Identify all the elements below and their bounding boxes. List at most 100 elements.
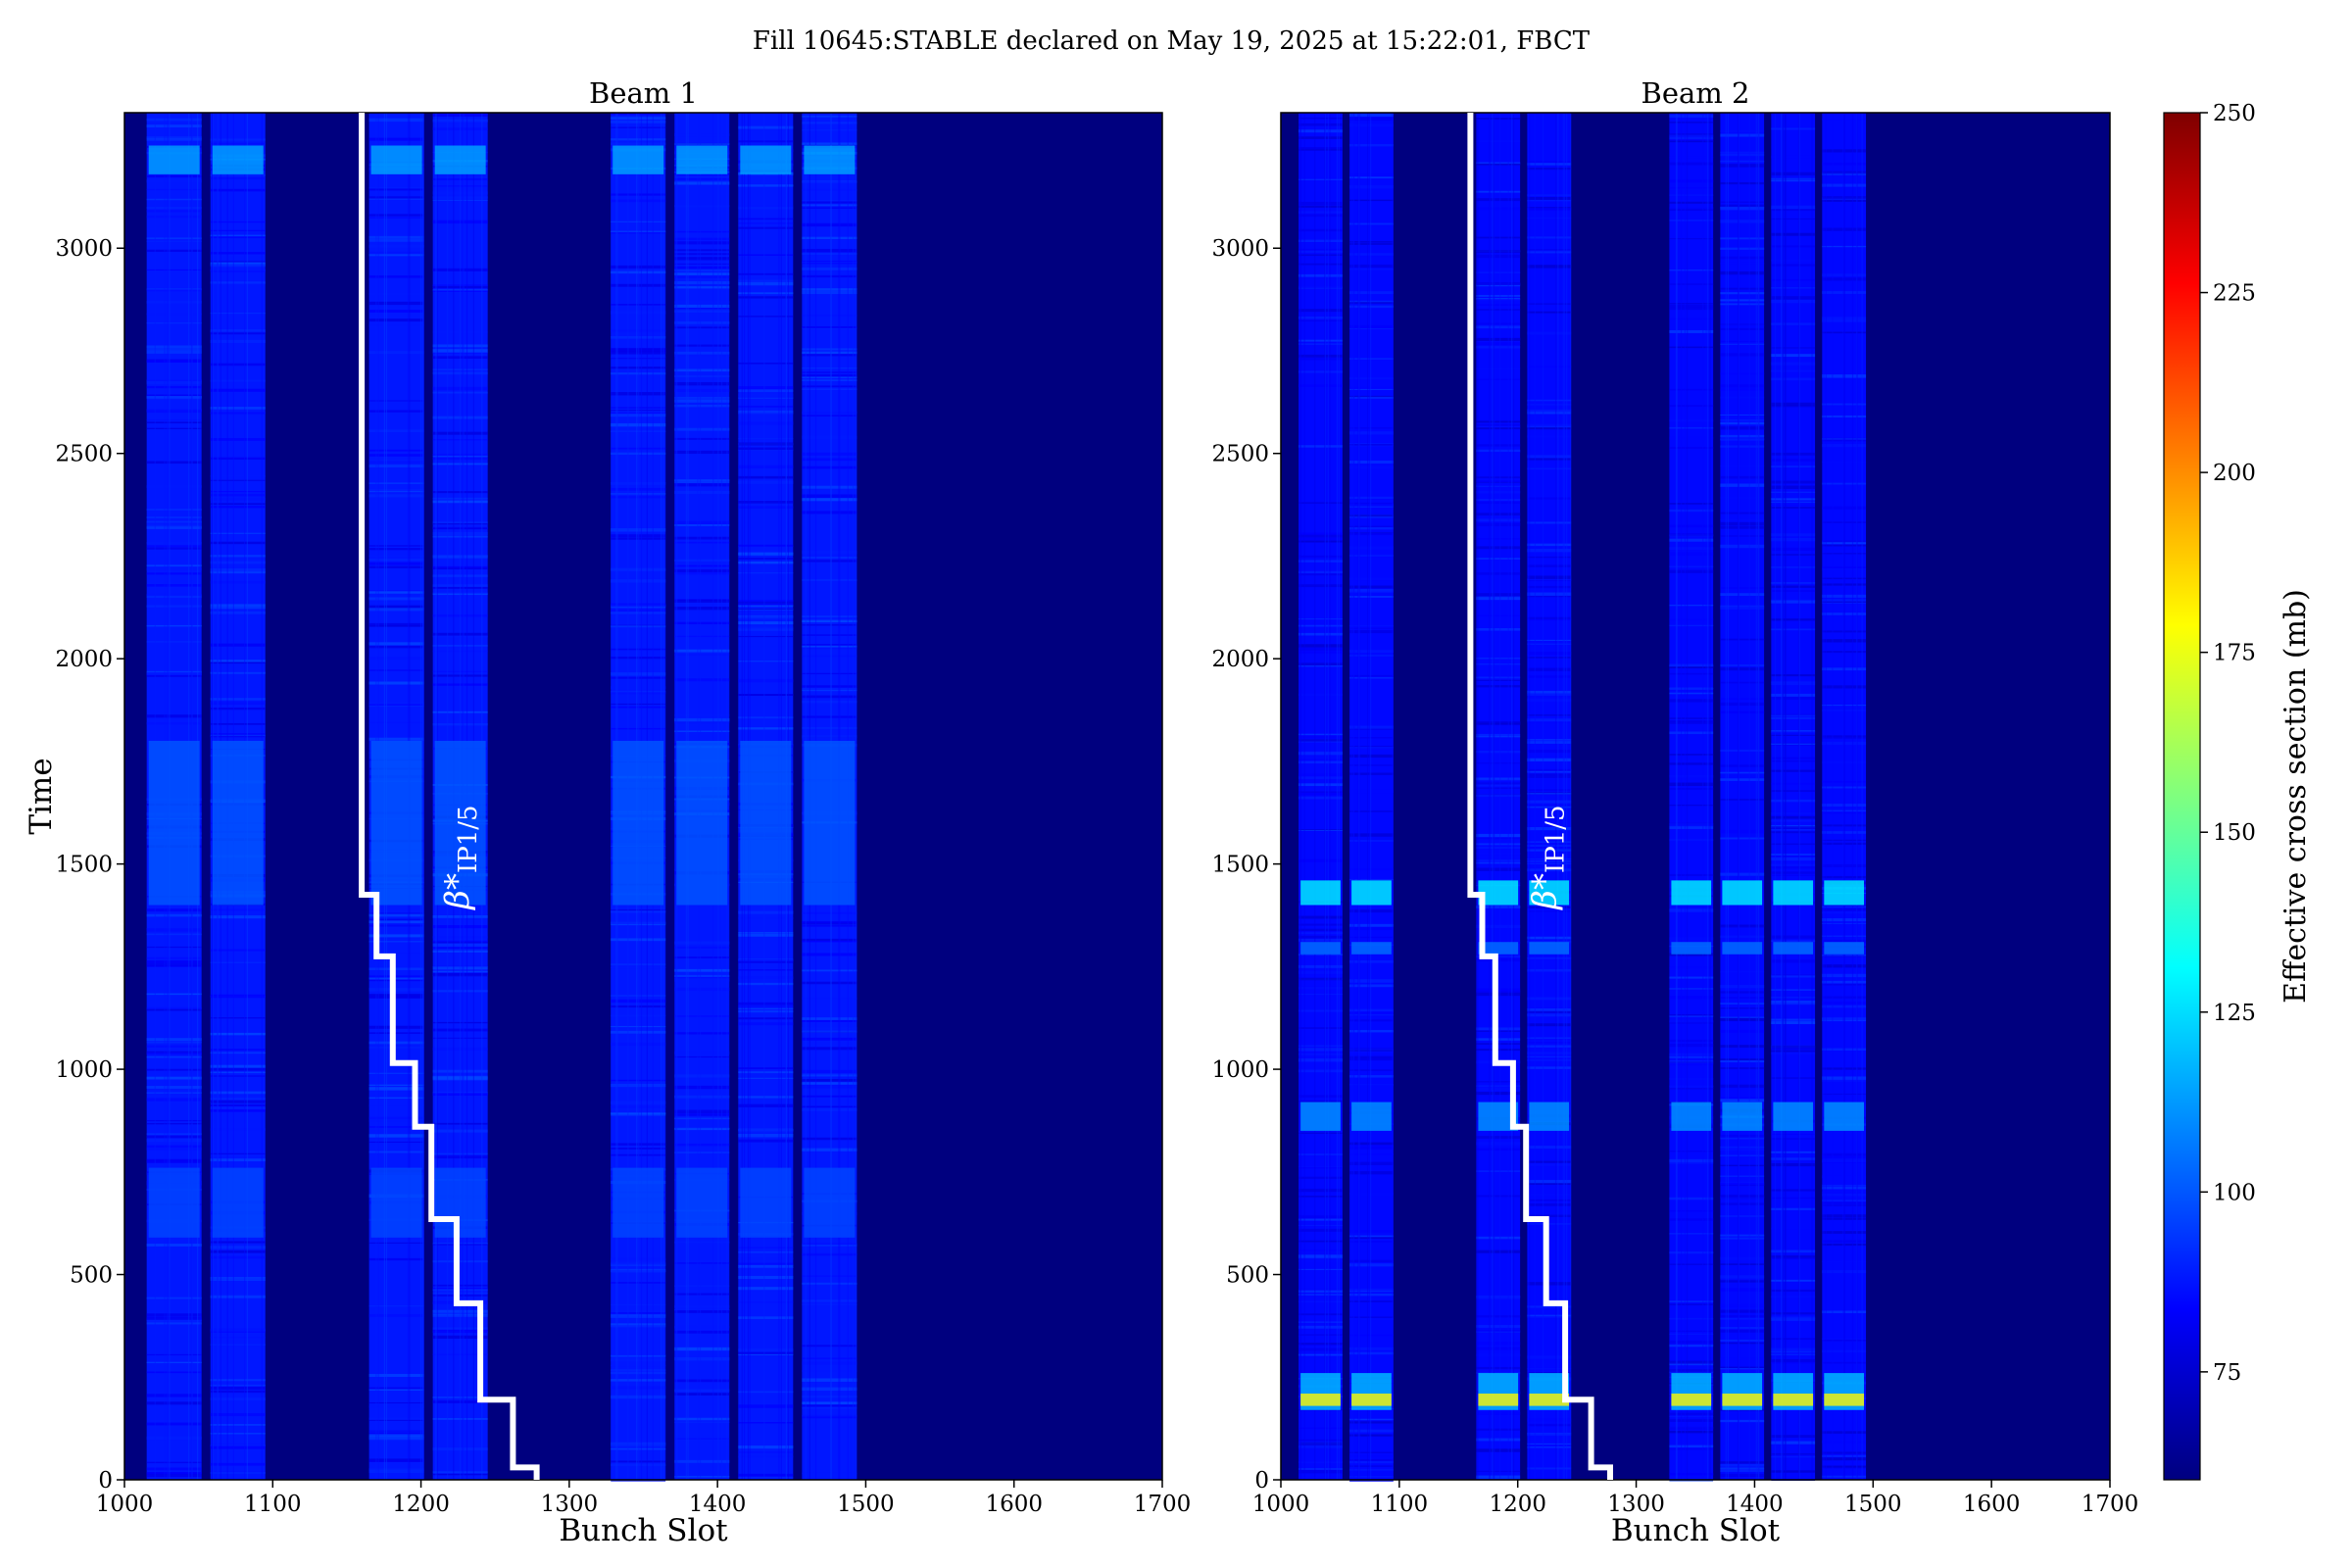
x-tick-label: 1200: [1489, 1492, 1546, 1517]
bright-band: [612, 740, 664, 906]
y-tick-label: 1000: [55, 1057, 113, 1083]
bright-band: [1773, 942, 1814, 955]
bright-band: [1671, 1102, 1712, 1131]
x-tick-label: 1400: [1726, 1492, 1784, 1517]
y-tick-label: 1000: [1211, 1057, 1269, 1083]
axes-frame: [1280, 112, 2111, 1481]
bright-band: [148, 740, 200, 906]
bright-band: [676, 740, 728, 906]
colorbar-gradient: [2163, 112, 2201, 1481]
bright-band: [1824, 1102, 1865, 1131]
colorbar-tick-label: 250: [2213, 101, 2256, 126]
bright-band: [1824, 1394, 1865, 1406]
bright-band: [434, 740, 486, 906]
bright-band: [1351, 880, 1392, 906]
y-tick-label: 1500: [1211, 853, 1269, 878]
x-tick-label: 1700: [1134, 1492, 1192, 1517]
bright-band: [1671, 942, 1712, 955]
bright-band: [1722, 880, 1763, 906]
x-tick-label: 1000: [96, 1492, 154, 1517]
y-tick-label: 500: [1226, 1263, 1269, 1289]
bright-band: [370, 740, 422, 906]
bright-band: [740, 740, 792, 906]
panel-title: Beam 2: [1642, 76, 1750, 110]
bunch-train: [611, 113, 666, 1482]
colorbar-tick-label: 150: [2213, 820, 2256, 846]
bunch-train: [674, 113, 730, 1480]
colorbar-tick-label: 175: [2213, 641, 2256, 666]
bright-band: [1529, 880, 1570, 906]
y-tick-label: 2000: [55, 647, 113, 672]
x-axis-label: Bunch Slot: [1611, 1513, 1781, 1548]
bright-band: [804, 1167, 856, 1238]
y-tick-label: 500: [70, 1263, 113, 1289]
bright-band: [1671, 1394, 1712, 1406]
x-tick-label: 1400: [689, 1492, 747, 1517]
bright-band: [1773, 1102, 1814, 1131]
colorbar-label: Effective cross section (mb): [2278, 589, 2313, 1004]
panel-title: Beam 1: [589, 76, 698, 110]
colorbar-tick-label: 75: [2213, 1360, 2241, 1386]
bunch-train: [432, 113, 488, 1480]
bright-band: [1478, 942, 1519, 955]
bright-band: [1722, 1394, 1763, 1406]
bright-band: [740, 1167, 792, 1238]
bright-band: [148, 1167, 200, 1238]
bunch-train: [368, 113, 424, 1480]
bright-band: [1773, 1394, 1814, 1406]
colorbar-tick-label: 225: [2213, 281, 2256, 307]
bright-band: [1671, 880, 1712, 906]
bunch-train: [1349, 113, 1394, 1482]
bright-band: [804, 145, 856, 174]
x-tick-label: 1700: [2082, 1492, 2139, 1517]
bunch-train: [146, 113, 202, 1480]
bright-band: [1529, 942, 1570, 955]
x-tick-label: 1500: [1844, 1492, 1902, 1517]
bright-band: [1722, 1102, 1763, 1131]
bright-band: [1722, 942, 1763, 955]
x-tick-label: 1500: [837, 1492, 895, 1517]
y-tick-label: 3000: [1211, 236, 1269, 262]
bunch-train: [1822, 113, 1867, 1480]
bunch-train: [738, 113, 794, 1480]
bright-band: [434, 1167, 486, 1238]
x-tick-label: 1100: [244, 1492, 302, 1517]
y-tick-label: 1500: [55, 853, 113, 878]
bright-band: [676, 145, 728, 174]
bunch-train: [1476, 113, 1521, 1480]
y-tick-label: 0: [1254, 1468, 1269, 1494]
bright-band: [804, 740, 856, 906]
bright-band: [1529, 1102, 1570, 1131]
axes-frame: [123, 112, 1163, 1481]
bright-band: [740, 145, 792, 174]
y-tick-label: 0: [98, 1468, 113, 1494]
x-tick-label: 1600: [985, 1492, 1043, 1517]
colorbar-tick-label: 100: [2213, 1180, 2256, 1205]
colorbar: 75 100 125 150 175 200 225 250 Effective cross s…: [2163, 101, 2313, 1481]
bright-band: [676, 1167, 728, 1238]
beta-star-step-line: [1467, 113, 1613, 1480]
bright-band: [1351, 1102, 1392, 1131]
bunch-train: [1527, 113, 1572, 1480]
x-tick-label: 1000: [1252, 1492, 1310, 1517]
x-tick-label: 1300: [1607, 1492, 1665, 1517]
bright-band: [612, 1167, 664, 1238]
bunch-train: [1298, 113, 1343, 1480]
x-tick-label: 1200: [392, 1492, 450, 1517]
colorbar-tick-label: 125: [2213, 1001, 2256, 1026]
bunch-train: [802, 113, 858, 1480]
bunch-train: [1720, 113, 1765, 1480]
colorbar-tick-label: 200: [2213, 461, 2256, 486]
y-tick-label: 2500: [55, 442, 113, 467]
x-tick-label: 1300: [541, 1492, 599, 1517]
bright-band: [434, 145, 486, 174]
beta-star-step-line: [359, 113, 540, 1480]
bright-band: [1300, 880, 1341, 906]
bright-band: [1529, 1394, 1570, 1406]
x-axis-label: Bunch Slot: [559, 1513, 728, 1548]
bright-band: [1478, 1394, 1519, 1406]
figure-title: Fill 10645:STABLE declared on May 19, 20…: [753, 26, 1591, 56]
